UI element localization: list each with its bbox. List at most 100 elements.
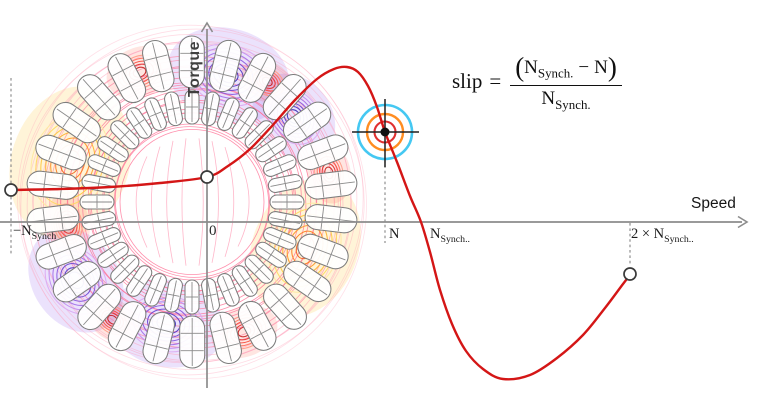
rotor-slot (87, 227, 121, 250)
rotor-slot (144, 273, 167, 307)
stator-slot (26, 204, 80, 234)
stator-slot (237, 52, 277, 103)
stator-slot (35, 233, 87, 270)
speed-axis-label: Speed (691, 195, 736, 212)
origin-tick-label: 0 (209, 223, 217, 239)
rotor-slot (244, 254, 274, 284)
stator-slot (52, 260, 102, 303)
n-tick-label: N (389, 226, 400, 242)
rotor-slot (267, 211, 303, 230)
torque-axis-arrowhead-icon (200, 21, 214, 33)
stator-slot (209, 311, 242, 365)
stator-slot (142, 39, 175, 93)
rotor-slot (269, 194, 305, 210)
stator-slot (178, 35, 205, 89)
stator-slot (77, 74, 121, 121)
interior-flux-line (151, 146, 161, 258)
torque-axis-label: Torque (186, 40, 203, 97)
rotor-slot (126, 265, 153, 297)
flux-contour-ring (20, 28, 364, 376)
rotor-slot (184, 279, 200, 315)
stator-slot (26, 170, 80, 200)
rotor-slot (231, 107, 258, 139)
numerator-n2: N (594, 56, 608, 78)
rotor-slot (255, 136, 287, 163)
nsynch-main: N (430, 226, 441, 242)
stator-slot (297, 233, 349, 270)
formula-numerator: (NSynch. − N) (510, 52, 622, 83)
formula-lhs: slip (452, 68, 483, 93)
speed-axis-arrowhead-icon (737, 215, 749, 229)
stator-slot (142, 311, 175, 365)
flux-contour-ring (119, 128, 265, 275)
stator-slot (107, 53, 147, 104)
stator-slot (297, 134, 349, 171)
interior-flux-line (135, 156, 148, 248)
flux-contour-ring (17, 24, 367, 380)
interior-flux-line (198, 138, 204, 266)
stator-slot (52, 101, 101, 144)
flux-contour-ring (96, 108, 288, 296)
rotor-slot (87, 154, 121, 177)
target-center-dot (380, 127, 390, 137)
neg-nsynch-subscript: Synch (31, 230, 57, 242)
numerator-n1: N (524, 56, 538, 78)
rotor-slot (184, 89, 200, 125)
interior-flux-line (181, 138, 187, 266)
stator-slot (209, 39, 242, 93)
stator-slot (263, 283, 307, 330)
axes (0, 21, 749, 388)
rotor-slot (263, 227, 297, 250)
rotor-slot (97, 136, 129, 163)
nsynch-tick-label: NSynch.. (430, 226, 470, 245)
numerator-minus: − (578, 56, 590, 78)
formula-fraction-bar (510, 85, 622, 86)
interior-flux-line (224, 147, 235, 257)
neg-nsynch-tick-label: −NSynch (13, 223, 57, 242)
formula-denominator: NSynch. (536, 88, 595, 112)
rotor-slot (97, 241, 129, 268)
stator-slot (237, 300, 277, 351)
rotor-slot (217, 97, 240, 131)
slip-formula: slip = (NSynch. − N) NSynch. (452, 52, 622, 112)
two-nsynch-main: 2 × N (631, 226, 665, 242)
rotor-slot (144, 97, 167, 131)
stator-slot (282, 101, 332, 144)
stator-slot (179, 315, 206, 369)
numerator-open-paren: ( (515, 52, 525, 82)
stator-slot (107, 301, 147, 352)
stator-slot (304, 170, 358, 200)
interior-flux-line (211, 141, 219, 263)
rotor-slot (217, 273, 240, 307)
stator-slot (35, 134, 87, 171)
stator-slot (262, 73, 307, 121)
denominator-subscript: Synch. (555, 96, 591, 112)
rotor-slot (126, 107, 153, 139)
rotor-slot (110, 254, 140, 284)
denominator-n: N (541, 88, 556, 109)
interior-flux-line (166, 140, 174, 264)
rotor-slot (263, 154, 297, 177)
rotor-core (126, 136, 258, 268)
flux-contour-ring (114, 126, 270, 278)
two-nsynch-subscript: Synch.. (664, 233, 694, 245)
neg-nsynch-main: −N (13, 223, 32, 239)
rotor-slot (255, 241, 287, 268)
induction-motor-flux-plot (9, 24, 367, 380)
numerator-close-paren: ) (607, 52, 617, 82)
numerator-n1-subscript: Synch. (537, 65, 574, 81)
open-circle-marker (4, 183, 18, 197)
rotor-slot (79, 194, 115, 210)
stator-slot (77, 283, 122, 331)
rotor-slot (231, 265, 258, 297)
open-circle-marker (623, 267, 637, 281)
formula-equals: = (489, 68, 502, 93)
interior-flux-line (237, 157, 250, 247)
two-nsynch-tick-label: 2 × NSynch.. (631, 226, 694, 245)
formula-fraction: (NSynch. − N) NSynch. (510, 52, 622, 112)
rotor-slot (164, 277, 183, 313)
open-circle-marker (200, 170, 214, 184)
rotor-slot (267, 174, 303, 193)
